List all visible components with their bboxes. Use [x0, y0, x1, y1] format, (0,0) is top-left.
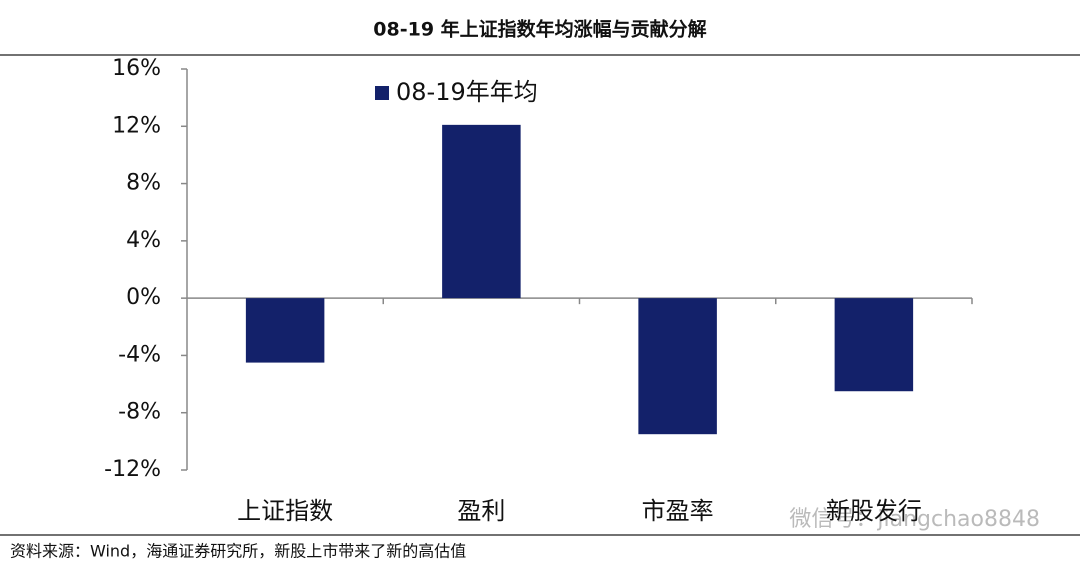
legend-swatch: [375, 86, 389, 100]
y-tick-label: 0%: [126, 285, 161, 310]
y-tick-label: -12%: [104, 457, 161, 482]
x-tick-label: 新股发行: [826, 497, 922, 525]
x-tick-label: 市盈率: [642, 497, 714, 525]
bar: [638, 298, 717, 435]
y-tick-label: 4%: [126, 228, 161, 253]
x-tick-label: 盈利: [457, 497, 505, 525]
y-tick-label: -8%: [118, 400, 161, 425]
bar: [245, 298, 325, 363]
bar: [442, 124, 521, 299]
y-tick-label: 8%: [126, 171, 161, 196]
watermark: 微信号：jiangchao8848: [789, 507, 1040, 532]
bar: [834, 298, 914, 392]
y-tick-label: 16%: [112, 56, 161, 81]
x-tick-label: 上证指数: [237, 497, 333, 525]
chart-title: 08-19 年上证指数年均涨幅与贡献分解: [373, 18, 706, 41]
y-tick-label: -4%: [118, 342, 161, 367]
y-tick-label: 12%: [112, 113, 161, 138]
source-note: 资料来源：Wind，海通证券研究所，新股上市带来了新的高估值: [10, 542, 466, 561]
legend-label: 08-19年年均: [396, 78, 538, 106]
